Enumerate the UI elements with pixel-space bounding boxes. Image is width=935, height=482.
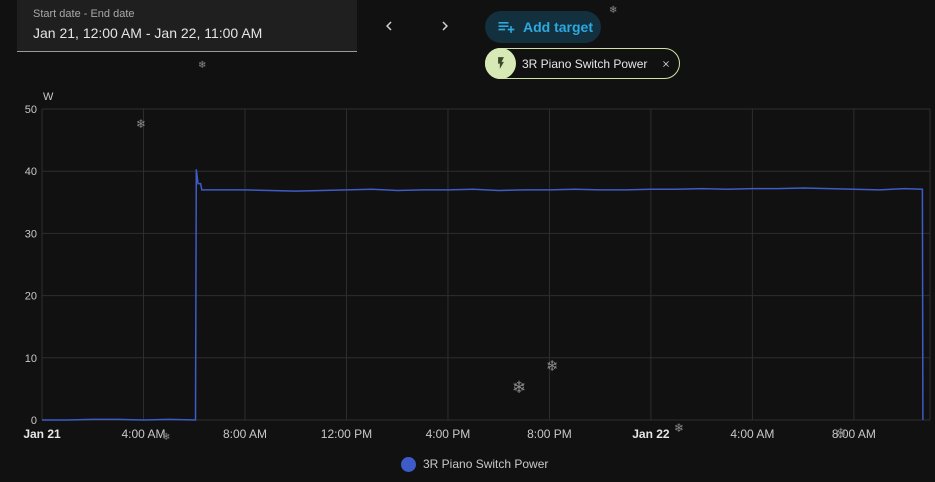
date-range-value: Jan 21, 12:00 AM - Jan 22, 11:00 AM — [33, 25, 263, 41]
power-history-chart[interactable]: W 0 10 20 30 40 50 Jan 21 4:00 AM 8:00 AM 12:00 … — [0, 80, 935, 482]
y-tick-label: 20 — [25, 291, 37, 303]
y-tick-label: 50 — [25, 104, 37, 116]
remove-target-button[interactable] — [659, 57, 673, 71]
add-target-label: Add target — [523, 19, 593, 35]
chevron-right-icon — [442, 21, 448, 31]
y-tick-label: 10 — [25, 353, 37, 365]
legend-label: 3R Piano Switch Power — [423, 457, 549, 471]
close-icon — [663, 60, 669, 67]
date-range-picker[interactable]: Start date - End date Jan 21, 12:00 AM -… — [17, 0, 357, 52]
snowflake-icon: ❄ — [609, 5, 618, 16]
chart-grid — [41, 108, 931, 421]
y-tick-label: 40 — [25, 166, 37, 178]
add-target-button[interactable]: Add target — [485, 11, 601, 43]
chevron-left-icon — [386, 21, 392, 31]
next-period-button[interactable] — [427, 8, 463, 44]
x-tick-label: 4:00 AM — [121, 427, 165, 441]
x-tick-label: Jan 22 — [632, 427, 670, 441]
legend-color-dot — [401, 456, 416, 472]
playlist-plus-icon — [498, 22, 515, 33]
x-tick-label: 4:00 AM — [730, 427, 774, 441]
series-line — [42, 169, 924, 421]
chart-legend-item[interactable]: 3R Piano Switch Power — [401, 455, 548, 473]
y-axis-unit: W — [43, 91, 54, 103]
target-chip-label: 3R Piano Switch Power — [522, 56, 648, 71]
y-tick-label: 0 — [31, 415, 37, 427]
x-tick-label: 8:00 PM — [527, 427, 572, 441]
x-tick-label: 12:00 PM — [321, 427, 372, 441]
date-range-label: Start date - End date — [33, 8, 135, 20]
x-tick-label: 8:00 AM — [223, 427, 267, 441]
y-tick-label: 30 — [25, 228, 37, 240]
x-tick-label: 8:00 AM — [832, 427, 876, 441]
x-tick-label: 4:00 PM — [426, 427, 471, 441]
target-chip[interactable]: 3R Piano Switch Power — [485, 47, 680, 79]
x-tick-label: Jan 21 — [23, 427, 61, 441]
previous-period-button[interactable] — [371, 8, 407, 44]
snowflake-icon: ❄ — [198, 60, 207, 71]
y-axis-ticks: 0 10 20 30 40 50 — [25, 104, 37, 427]
flash-icon — [485, 47, 516, 79]
x-axis-ticks: Jan 21 4:00 AM 8:00 AM 12:00 PM 4:00 PM 8:00 … — [23, 427, 876, 441]
